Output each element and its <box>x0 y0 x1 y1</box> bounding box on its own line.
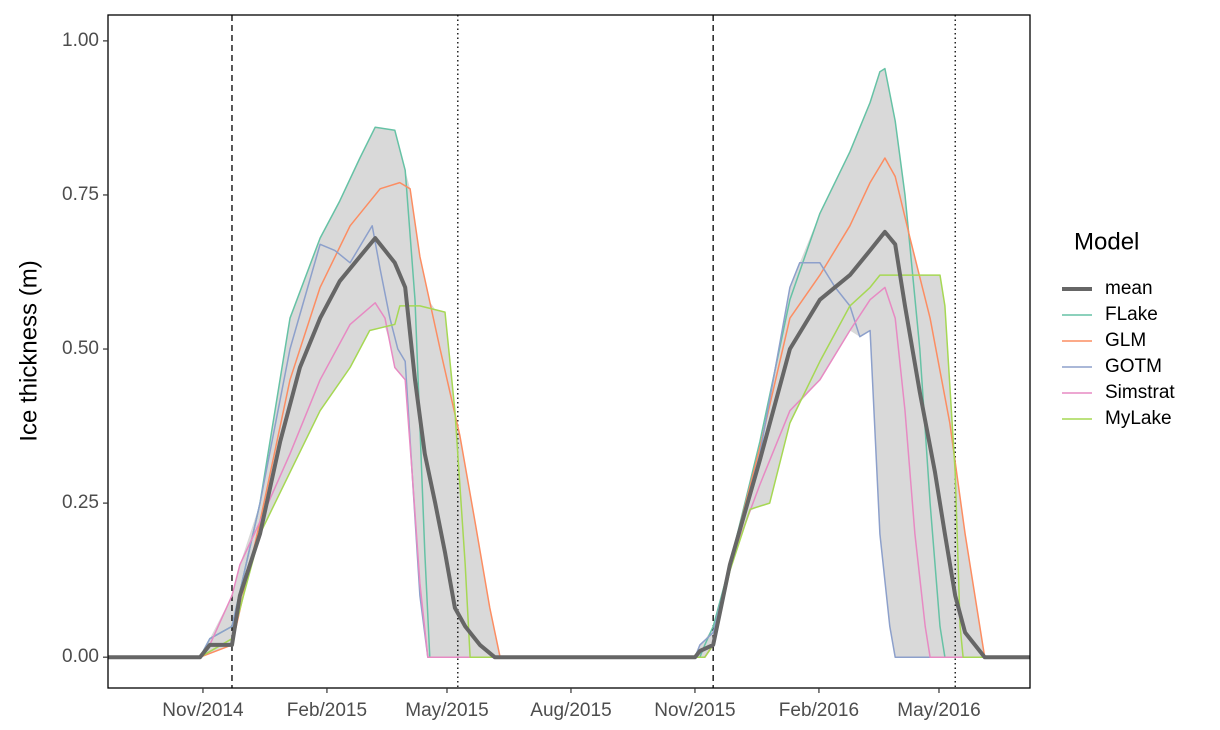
x-tick-label: Aug/2015 <box>530 700 611 721</box>
y-tick-label: 0.00 <box>62 646 99 667</box>
y-tick-label: 0.50 <box>62 338 99 359</box>
range-band <box>108 68 1030 658</box>
plot-border <box>107 14 1031 689</box>
legend-label: GLM <box>1105 330 1146 351</box>
series-line <box>108 229 1030 660</box>
legend-label: Simstrat <box>1105 382 1175 403</box>
y-axis-label: Ice thickness (m) <box>15 260 42 441</box>
x-tick-label: Feb/2015 <box>287 700 367 721</box>
x-tick-label: May/2016 <box>897 700 980 721</box>
y-tick-label: 0.25 <box>62 492 99 513</box>
x-tick-label: Nov/2014 <box>162 700 244 721</box>
legend-title: Model <box>1074 228 1139 255</box>
series-line <box>108 286 1030 658</box>
x-tick-label: Nov/2015 <box>654 700 735 721</box>
legend-label: mean <box>1105 278 1153 299</box>
series-line <box>108 274 1030 658</box>
x-tick-label: May/2015 <box>405 700 488 721</box>
legend-label: GOTM <box>1105 356 1162 377</box>
legend-label: FLake <box>1105 304 1158 325</box>
y-tick-label: 1.00 <box>62 30 99 51</box>
series-line <box>108 67 1030 658</box>
y-tick-label: 0.75 <box>62 184 99 205</box>
legend-label: MyLake <box>1105 408 1172 429</box>
x-tick-label: Feb/2016 <box>779 700 859 721</box>
